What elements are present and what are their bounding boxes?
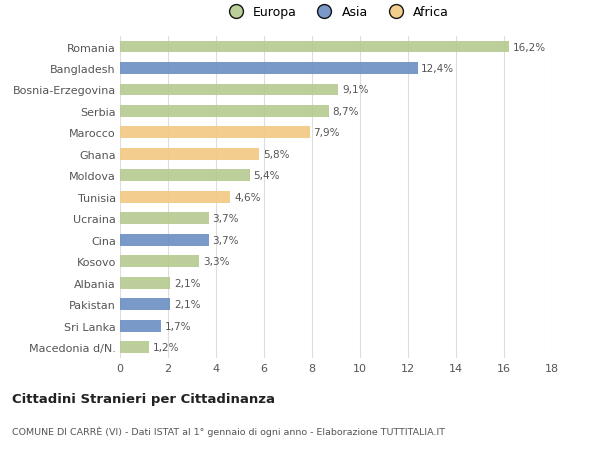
Bar	[120, 256, 199, 268]
Bar	[120, 234, 209, 246]
Bar	[120, 149, 259, 160]
Bar	[120, 341, 149, 353]
Text: Cittadini Stranieri per Cittadinanza: Cittadini Stranieri per Cittadinanza	[12, 392, 275, 405]
Bar	[120, 41, 509, 53]
Text: 2,1%: 2,1%	[174, 299, 200, 309]
Bar	[120, 191, 230, 203]
Text: 4,6%: 4,6%	[234, 192, 260, 202]
Bar	[120, 63, 418, 75]
Bar	[120, 213, 209, 224]
Text: 2,1%: 2,1%	[174, 278, 200, 288]
Bar	[120, 320, 161, 332]
Bar	[120, 170, 250, 182]
Legend: Europa, Asia, Africa: Europa, Asia, Africa	[218, 1, 454, 24]
Text: 5,4%: 5,4%	[253, 171, 280, 181]
Bar	[120, 277, 170, 289]
Text: 5,8%: 5,8%	[263, 150, 289, 160]
Text: 3,7%: 3,7%	[212, 235, 239, 245]
Text: 3,3%: 3,3%	[203, 257, 229, 267]
Text: 3,7%: 3,7%	[212, 214, 239, 224]
Bar	[120, 106, 329, 118]
Text: 12,4%: 12,4%	[421, 64, 454, 74]
Text: 9,1%: 9,1%	[342, 85, 368, 95]
Text: 8,7%: 8,7%	[332, 106, 359, 117]
Bar	[120, 127, 310, 139]
Bar	[120, 298, 170, 310]
Text: 16,2%: 16,2%	[512, 42, 545, 52]
Text: 7,9%: 7,9%	[313, 128, 340, 138]
Bar	[120, 84, 338, 96]
Text: 1,7%: 1,7%	[164, 321, 191, 331]
Text: 1,2%: 1,2%	[152, 342, 179, 353]
Text: COMUNE DI CARRÈ (VI) - Dati ISTAT al 1° gennaio di ogni anno - Elaborazione TUTT: COMUNE DI CARRÈ (VI) - Dati ISTAT al 1° …	[12, 426, 445, 437]
